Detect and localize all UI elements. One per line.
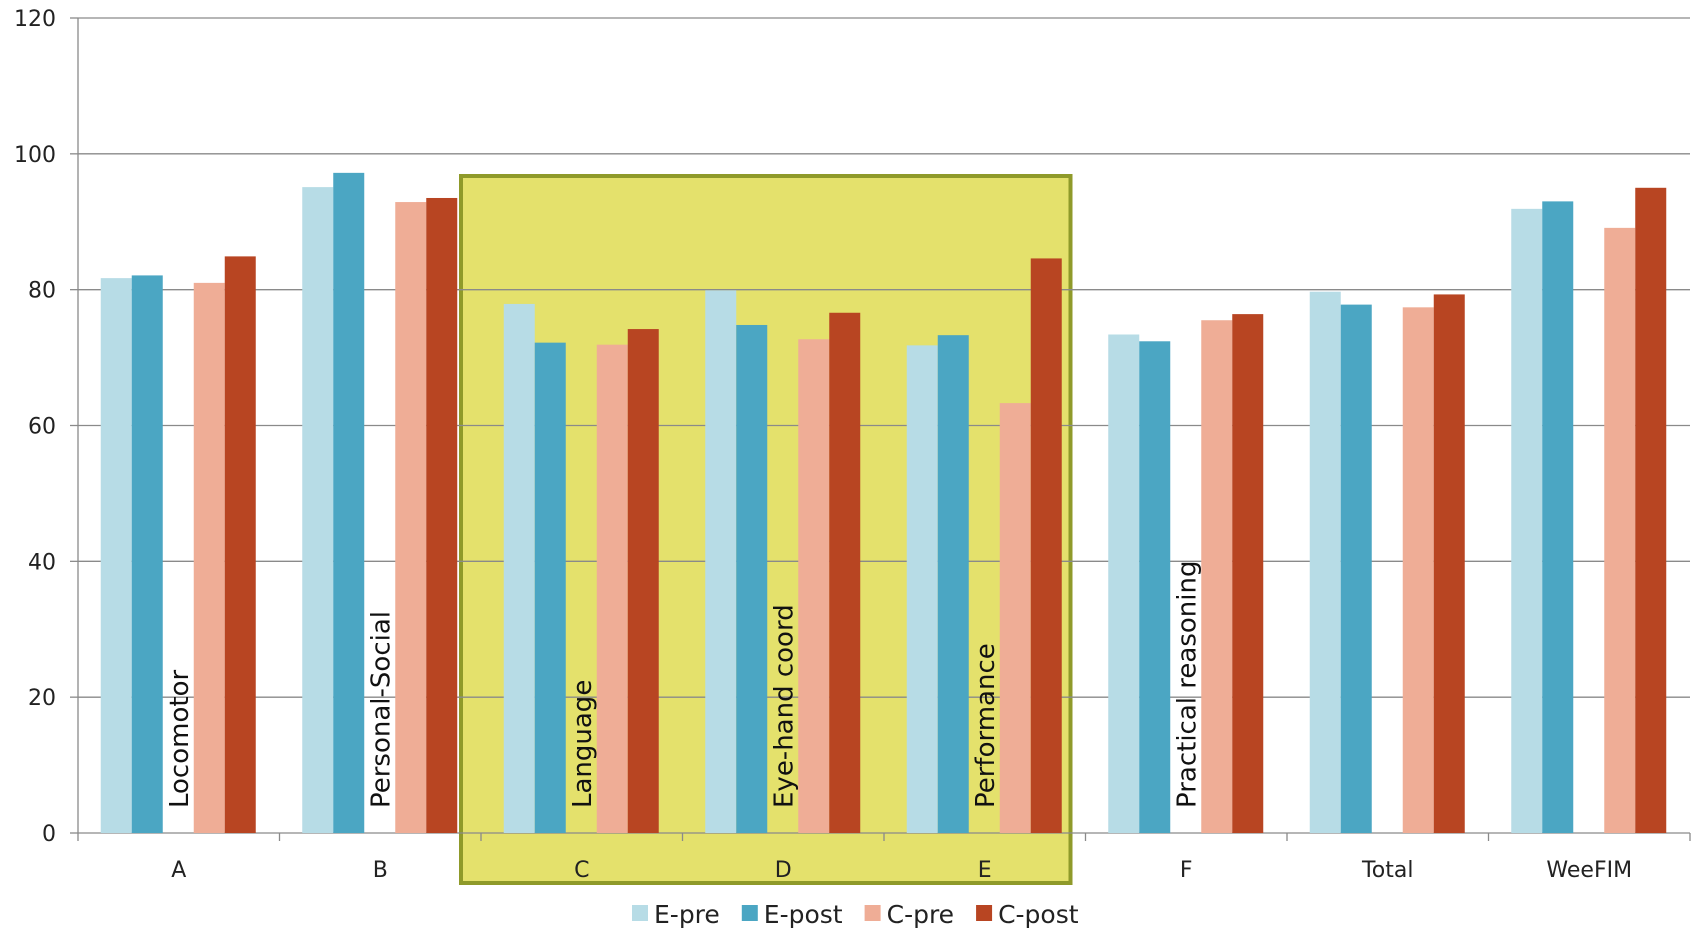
y-tick-label: 0 — [42, 822, 56, 847]
bar-e-pre-weefim — [1511, 208, 1543, 834]
bar-c-post-total — [1433, 294, 1465, 833]
in-plot-label: Eye-hand coord — [769, 604, 799, 808]
bar-e-pre-b — [302, 187, 334, 834]
bar-c-post-a — [224, 256, 256, 833]
bar-e-post-c — [534, 342, 566, 833]
legend-entry: E-pre — [654, 900, 720, 929]
bar-e-post-a — [131, 275, 163, 833]
legend-entry: E-post — [764, 900, 843, 929]
y-tick-label: 80 — [28, 279, 56, 304]
bar-e-pre-c — [503, 303, 535, 833]
bar-c-pre-b — [395, 202, 427, 833]
bar-e-pre-f — [1108, 334, 1140, 833]
bar-e-pre-e — [906, 345, 938, 833]
bar-e-pre-total — [1309, 291, 1341, 833]
y-tick-label: 100 — [14, 143, 56, 168]
in-plot-label: Locomotor — [165, 670, 195, 808]
legend-entry: C-pre — [887, 900, 954, 929]
bar-c-post-d — [829, 312, 861, 834]
bar-e-post-b — [333, 172, 365, 834]
x-category-label: D — [775, 858, 792, 883]
legend-swatch — [632, 905, 648, 921]
bar-c-post-weefim — [1635, 187, 1667, 833]
bars — [100, 172, 1667, 834]
bar-e-post-total — [1340, 304, 1372, 833]
bar-e-post-e — [937, 335, 969, 833]
bar-c-pre-d — [798, 339, 830, 833]
y-tick-label: 20 — [28, 686, 56, 711]
in-plot-label: Practical reasoning — [1172, 561, 1202, 808]
x-category-label: C — [574, 858, 589, 883]
y-tick-label: 60 — [28, 415, 56, 440]
x-category-label: WeeFIM — [1546, 858, 1632, 883]
x-category-label: Total — [1361, 858, 1413, 883]
bar-c-post-e — [1030, 258, 1062, 833]
bar-c-post-f — [1232, 314, 1264, 833]
in-plot-label: Personal-Social — [366, 611, 396, 808]
legend: E-pre E-post C-pre C-post — [632, 900, 1079, 929]
x-category-label: B — [373, 858, 388, 883]
in-plot-labels: Locomotor Personal-Social Language Eye-hand… — [165, 561, 1203, 808]
bar-c-pre-e — [999, 403, 1031, 833]
x-category-label: A — [171, 858, 186, 883]
y-tick-label: 120 — [14, 7, 56, 32]
in-plot-label: Language — [568, 680, 598, 808]
legend-swatch — [976, 905, 993, 921]
bar-e-pre-d — [705, 290, 737, 833]
bar-e-post-f — [1139, 341, 1171, 833]
bar-c-post-b — [426, 197, 458, 833]
bar-c-pre-c — [596, 344, 628, 833]
x-category-label: E — [978, 858, 992, 883]
legend-entry: C-post — [998, 900, 1079, 929]
bar-c-pre-total — [1402, 307, 1434, 833]
bar-c-pre-weefim — [1604, 227, 1636, 834]
bar-e-post-d — [736, 324, 768, 833]
bar-c-pre-f — [1201, 320, 1233, 834]
bar-c-post-c — [627, 329, 659, 833]
bar-c-pre-a — [193, 282, 225, 833]
bar-e-pre-a — [100, 278, 132, 833]
legend-swatch — [864, 905, 881, 921]
legend-swatch — [741, 905, 758, 921]
y-tick-label: 40 — [28, 550, 56, 575]
bar-e-post-weefim — [1542, 201, 1574, 833]
x-category-label: F — [1180, 858, 1193, 883]
in-plot-label: Performance — [971, 643, 1001, 808]
